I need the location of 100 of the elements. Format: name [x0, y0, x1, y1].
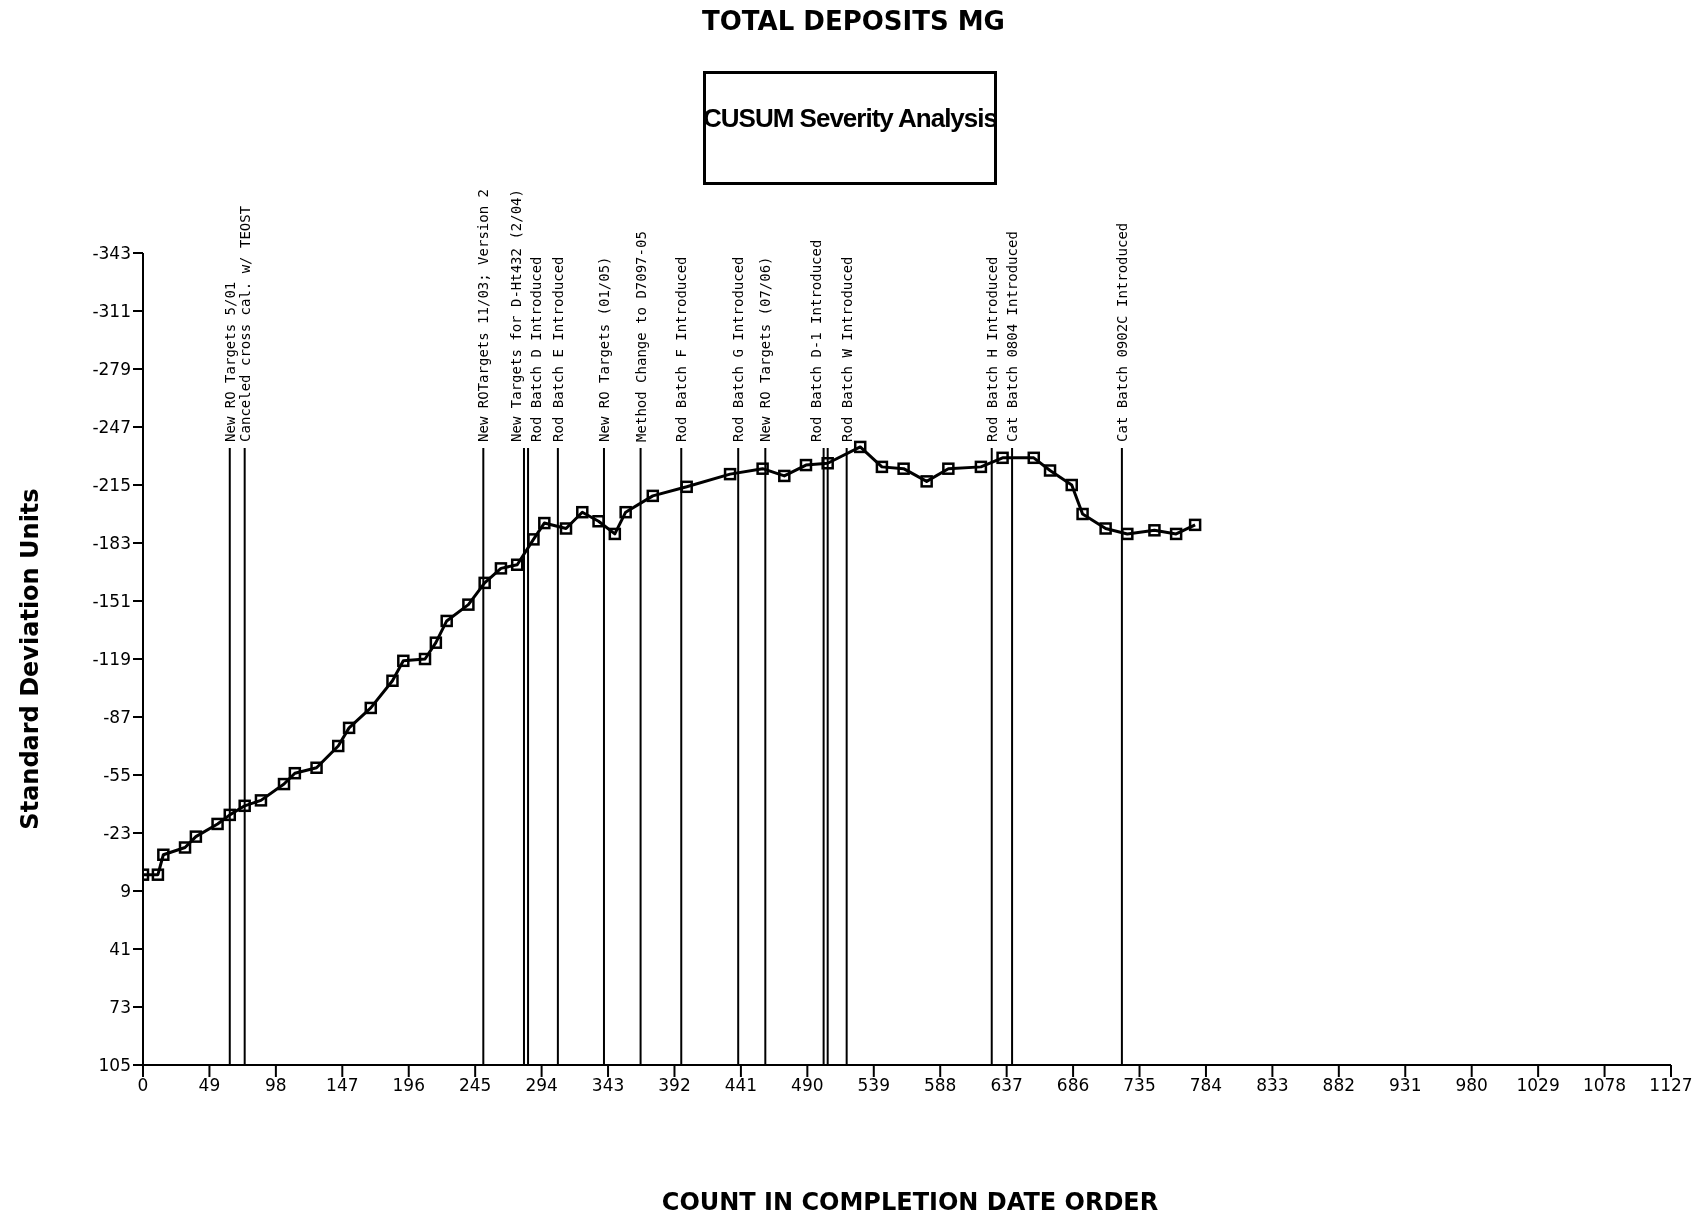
- x-tick-label: 637: [990, 1075, 1023, 1096]
- y-tick-label: -87: [103, 707, 131, 728]
- point: [527, 533, 540, 546]
- y-tick-label: 9: [120, 881, 131, 902]
- point: [494, 562, 508, 575]
- point: [364, 701, 378, 715]
- point: [1076, 507, 1089, 521]
- point: [277, 777, 291, 791]
- ref-line-label: Rod Batch E Introduced: [549, 256, 566, 442]
- point: [310, 761, 323, 774]
- point: [756, 462, 769, 475]
- x-tick-label: 196: [392, 1075, 425, 1096]
- point: [608, 527, 622, 541]
- x-tick-label: 588: [923, 1075, 957, 1096]
- point: [1099, 522, 1112, 535]
- y-tick-label: -55: [103, 765, 131, 786]
- point: [397, 654, 410, 668]
- y-tick-label: -215: [92, 475, 131, 496]
- ref-line-label: New Targets for D-Ht432 (2/04): [507, 189, 524, 442]
- chart-title: TOTAL DEPOSITS MG: [701, 6, 1006, 36]
- y-tick-label: 105: [98, 1055, 131, 1076]
- y-tick-label: -279: [92, 359, 131, 380]
- point: [897, 462, 910, 475]
- y-tick-label: -247: [92, 417, 131, 438]
- point: [538, 516, 551, 530]
- ref-line-label: Cat Batch 0804 Introduced: [1004, 231, 1021, 442]
- ref-line-label: Rod Batch H Introduced: [983, 256, 1000, 442]
- x-tick-label: 931: [1389, 1075, 1422, 1096]
- point: [576, 505, 589, 519]
- y-tick-label: -23: [103, 823, 131, 844]
- point: [342, 721, 356, 735]
- x-tick-label: 980: [1455, 1075, 1488, 1096]
- y-tick-label: -311: [92, 301, 131, 322]
- point: [462, 598, 475, 611]
- x-tick-label: 0: [137, 1075, 149, 1096]
- point: [723, 467, 737, 481]
- point: [178, 841, 192, 854]
- point: [1027, 451, 1041, 465]
- y-tick-label: -343: [92, 243, 131, 264]
- ref-line-label: Cat Batch 0902C Introduced: [1113, 222, 1130, 442]
- point: [151, 868, 165, 881]
- point: [254, 794, 268, 807]
- point: [875, 460, 889, 474]
- y-tick-label: 73: [109, 997, 131, 1018]
- x-tick-label: 1127: [1649, 1075, 1693, 1096]
- ref-line-label: New RO Targets (07/06): [757, 256, 774, 442]
- ref-line-label: Rod Batch G Introduced: [730, 256, 747, 442]
- y-tick-label: -151: [92, 591, 131, 612]
- point: [386, 674, 399, 687]
- x-tick-label: 735: [1123, 1075, 1156, 1096]
- ref-line-label: Method Change to D7097-05: [632, 231, 649, 442]
- annotation-box: CUSUM Severity Analysis: [703, 71, 997, 185]
- point: [1065, 478, 1078, 492]
- point: [799, 458, 813, 472]
- ref-line-label: Rod Batch D-1 Introduced: [807, 239, 824, 442]
- x-tick-label: 98: [265, 1075, 287, 1096]
- y-tick-label: -119: [92, 649, 131, 670]
- x-tick-label: 490: [791, 1075, 824, 1096]
- point: [223, 808, 237, 822]
- x-tick-label: 343: [591, 1075, 625, 1096]
- x-tick-label: 686: [1056, 1075, 1090, 1096]
- y-tick-label: 41: [109, 939, 131, 960]
- point: [440, 614, 453, 628]
- point: [592, 515, 605, 528]
- ref-line-label: Rod Batch W Introduced: [838, 256, 855, 442]
- x-tick-label: 294: [525, 1075, 558, 1096]
- y-tick-label: -183: [92, 533, 131, 554]
- x-tick-label: 833: [1256, 1075, 1289, 1096]
- x-tick-label: 147: [326, 1075, 359, 1096]
- point: [1043, 464, 1057, 477]
- ref-line-label: Rod Batch F Introduced: [673, 256, 690, 442]
- point: [821, 457, 834, 470]
- point: [1188, 518, 1202, 532]
- x-tick-label: 539: [857, 1075, 891, 1096]
- x-tick-label: 1029: [1516, 1075, 1560, 1096]
- point: [429, 636, 443, 649]
- point: [1121, 527, 1134, 541]
- point: [418, 652, 432, 666]
- x-tick-label: 882: [1322, 1075, 1356, 1096]
- point: [619, 505, 632, 519]
- point: [157, 848, 170, 861]
- point: [510, 558, 524, 571]
- x-tick-label: 1078: [1582, 1075, 1627, 1096]
- ref-line-label: New RO Targets 5/01: [221, 281, 238, 442]
- point: [778, 469, 791, 483]
- point: [942, 462, 955, 475]
- point: [1169, 527, 1183, 541]
- x-tick-label: 784: [1189, 1075, 1223, 1096]
- point: [680, 480, 693, 494]
- ref-line-label: Rod Batch D Introduced: [528, 256, 545, 442]
- point: [974, 460, 988, 474]
- point: [996, 451, 1009, 465]
- x-tick-label: 245: [458, 1075, 492, 1096]
- point: [853, 440, 867, 454]
- ref-line-label: New RO Targets (01/05): [595, 256, 612, 442]
- x-axis-title: COUNT IN COMPLETION DATE ORDER: [660, 1188, 1160, 1216]
- point: [288, 766, 302, 780]
- x-tick-label: 441: [724, 1075, 758, 1096]
- point: [238, 799, 251, 813]
- x-tick-label: 49: [198, 1075, 221, 1096]
